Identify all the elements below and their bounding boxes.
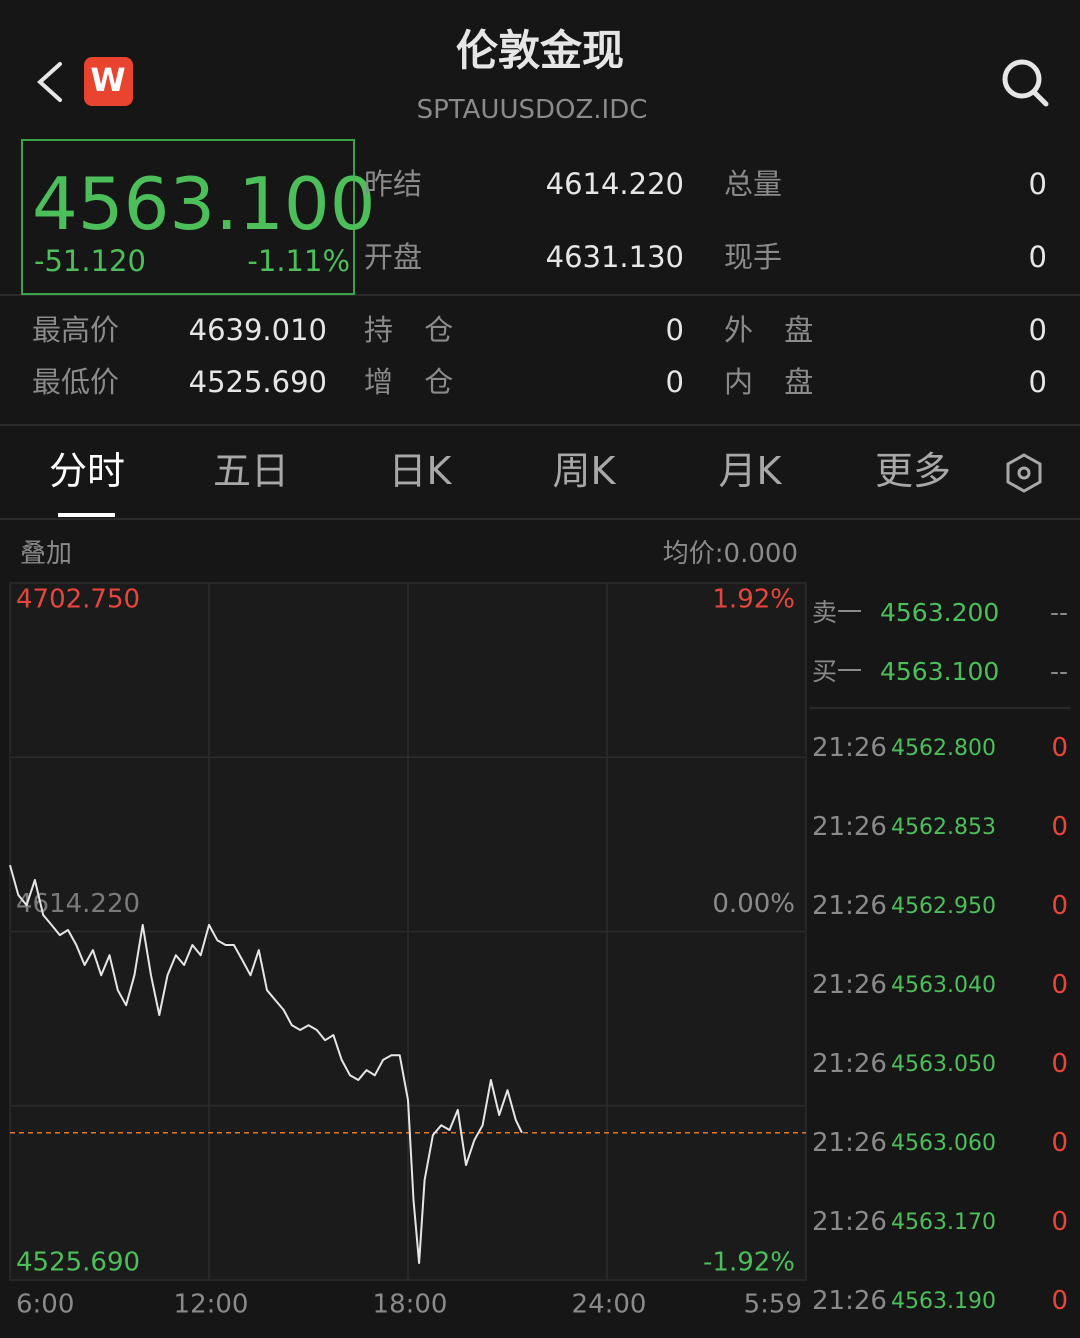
trade-time: 21:26: [812, 891, 887, 921]
price-box: [21, 139, 355, 295]
last-price: 4563.100: [32, 162, 376, 246]
stat-label: 内 盘: [724, 365, 814, 399]
trade-price: 4563.060: [891, 1131, 996, 1156]
symbol-code: SPTAUUSDOZ.IDC: [416, 95, 648, 125]
trade-price: 4563.170: [891, 1210, 996, 1235]
x-tick-label: 12:00: [174, 1290, 249, 1320]
price-line: [9, 864, 523, 1264]
stat-label: 开盘: [364, 240, 423, 274]
stat-value: 4631.130: [545, 240, 684, 274]
trade-price: 4562.800: [891, 736, 996, 761]
stat-value: 4639.010: [188, 313, 327, 347]
stat-value: 0: [665, 313, 684, 347]
order-label: 卖一: [812, 598, 863, 627]
tab[interactable]: 月K: [718, 449, 782, 493]
tab[interactable]: 五日: [212, 449, 289, 493]
stat-label: 昨结: [364, 167, 423, 201]
order-volume: --: [1049, 657, 1068, 686]
logo-text: W: [90, 61, 125, 99]
trade-price: 4562.950: [891, 894, 996, 919]
stat-label: 最高价: [32, 313, 120, 347]
trade-price: 4563.040: [891, 973, 996, 998]
stat-label: 最低价: [32, 365, 120, 399]
stat-value: 0: [1028, 365, 1047, 399]
order-price: 4563.100: [880, 657, 1000, 686]
settings-icon[interactable]: [1006, 453, 1042, 493]
stat-label: 现手: [724, 240, 783, 274]
trade-volume: 0: [1051, 1207, 1068, 1237]
y-tick-label: 4702.750: [16, 585, 140, 615]
y-tick-label: 4614.220: [16, 889, 140, 919]
trade-volume: 0: [1051, 1286, 1068, 1316]
trade-time: 21:26: [812, 1128, 887, 1158]
search-icon-handle: [1031, 89, 1049, 107]
trade-volume: 0: [1051, 1128, 1068, 1158]
back-icon[interactable]: [37, 62, 62, 102]
trade-volume: 0: [1051, 812, 1068, 842]
x-tick-label: 24:00: [572, 1290, 647, 1320]
intraday-chart: 4702.750 4614.220 4525.690 1.92% 0.00% -1.92%…: [9, 582, 807, 1320]
price-change: -51.120: [34, 244, 146, 278]
stat-value: 0: [1028, 167, 1047, 201]
order-label: 买一: [812, 657, 863, 686]
stat-value: 0: [665, 365, 684, 399]
stat-value: 4614.220: [545, 167, 684, 201]
stat-value: 0: [1028, 313, 1047, 347]
search-icon[interactable]: [1002, 59, 1042, 99]
order-volume: --: [1049, 598, 1068, 627]
y2-tick-label: 0.00%: [712, 889, 795, 919]
trade-price: 4563.050: [891, 1052, 996, 1077]
stat-label: 持 仓: [364, 313, 454, 347]
settings-icon-dot: [1017, 466, 1031, 480]
y2-tick-label: 1.92%: [712, 585, 795, 615]
logo-badge: [84, 57, 133, 106]
trade-volume: 0: [1051, 970, 1068, 1000]
trade-time: 21:26: [812, 812, 887, 842]
y2-tick-label: -1.92%: [703, 1248, 795, 1278]
trade-volume: 0: [1051, 891, 1068, 921]
x-tick-label: 5:59: [744, 1290, 802, 1320]
tab[interactable]: 周K: [552, 449, 616, 493]
stat-value: 0: [1028, 240, 1047, 274]
trade-volume: 0: [1051, 733, 1068, 763]
trade-time: 21:26: [812, 733, 887, 763]
order-price: 4563.200: [880, 598, 1000, 627]
page-title: 伦敦金现: [455, 26, 624, 75]
trade-price: 4563.190: [891, 1289, 996, 1314]
tab[interactable]: 分时: [48, 449, 125, 493]
overlay-button[interactable]: 叠加: [20, 539, 73, 569]
trade-time: 21:26: [812, 1049, 887, 1079]
stat-label: 增 仓: [364, 365, 454, 399]
y-tick-label: 4525.690: [16, 1248, 140, 1278]
stat-label: 总量: [724, 167, 783, 201]
trade-time: 21:26: [812, 970, 887, 1000]
trade-time: 21:26: [812, 1207, 887, 1237]
stat-label: 外 盘: [724, 313, 814, 347]
stat-value: 4525.690: [188, 365, 327, 399]
trade-price: 4562.853: [891, 815, 996, 840]
avg-price: 均价:0.000: [662, 539, 798, 569]
trade-time: 21:26: [812, 1286, 887, 1316]
tab[interactable]: 日K: [388, 449, 452, 493]
trade-volume: 0: [1051, 1049, 1068, 1079]
x-tick-label: 18:00: [373, 1290, 448, 1320]
x-tick-label: 6:00: [16, 1290, 74, 1320]
tab[interactable]: 更多: [874, 449, 951, 493]
price-change-pct: -1.11%: [247, 244, 350, 278]
